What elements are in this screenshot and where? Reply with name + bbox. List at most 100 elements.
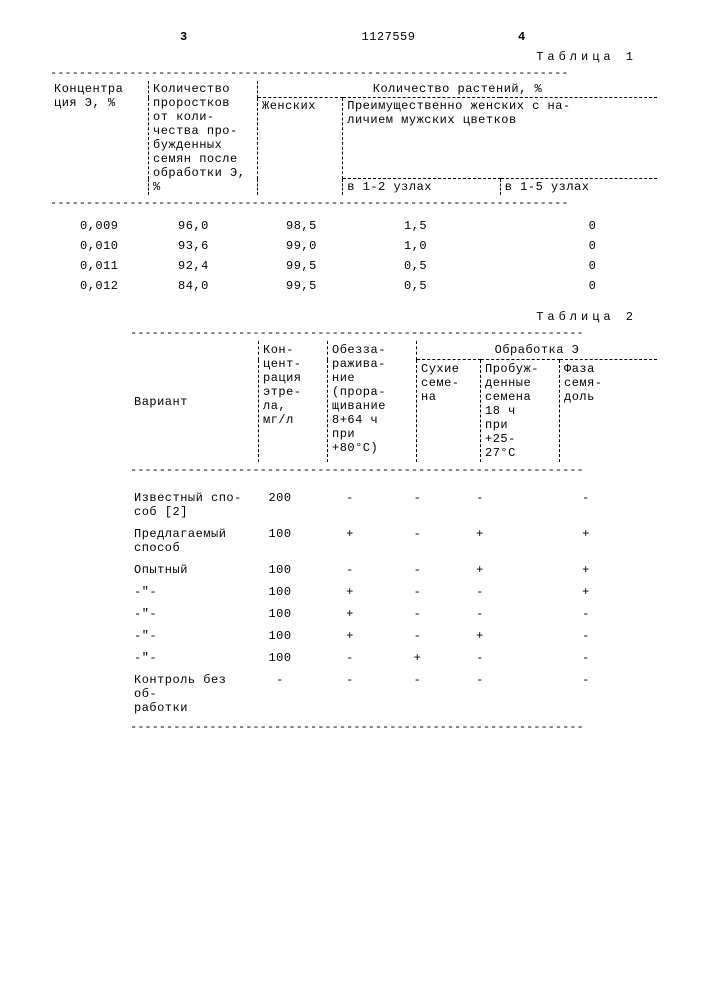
cell: Известный спо-соб [2] <box>130 487 250 523</box>
cell: 0,011 <box>50 256 174 276</box>
table2-header: Вариант Кон-цент-рацияэтре-ла,мг/л Обезз… <box>130 341 657 462</box>
cell: - <box>390 523 445 559</box>
cell: - <box>445 669 515 719</box>
table1-body: 0,009 96,0 98,5 1,5 0 0,010 93,6 99,0 1,… <box>50 216 657 296</box>
table-row: Предлагаемыйспособ 100 + - + + <box>130 523 657 559</box>
cell: 99,0 <box>282 236 400 256</box>
cell: - <box>250 669 310 719</box>
cell: Контроль без об-работки <box>130 669 250 719</box>
page-left-num: 3 <box>50 30 319 44</box>
t2-h-col6: Фазасемя-доль <box>560 360 658 463</box>
cell: - <box>310 559 390 581</box>
cell: - <box>445 647 515 669</box>
table-row: -"- 100 + - + - <box>130 625 657 647</box>
divider: ----------------------------------------… <box>50 66 657 80</box>
cell: 0 <box>528 216 657 236</box>
table-row: 0,011 92,4 99,5 0,5 0 <box>50 256 657 276</box>
cell: + <box>515 559 657 581</box>
table1-header: Концентрация Э, % Количествопроростковот… <box>50 81 657 195</box>
t1-h-col2: Количествопроростковот коли-чества про-б… <box>149 81 258 195</box>
t2-h-group: Обработка Э <box>417 341 658 360</box>
t2-h-col4: Сухиесеме-на <box>417 360 481 463</box>
cell: + <box>310 523 390 559</box>
cell: - <box>515 487 657 523</box>
cell: 100 <box>250 603 310 625</box>
cell: + <box>445 625 515 647</box>
t2-h-col3: Обезза-ражива-ние(прора-щивание8+64 чпри… <box>328 341 417 462</box>
cell: 0 <box>528 256 657 276</box>
cell: + <box>515 523 657 559</box>
page-right-num: 4 <box>458 30 657 44</box>
cell: -"- <box>130 603 250 625</box>
t2-h-col2: Кон-цент-рацияэтре-ла,мг/л <box>259 341 328 462</box>
cell: 0,5 <box>400 256 528 276</box>
cell: + <box>310 603 390 625</box>
cell: -"- <box>130 625 250 647</box>
cell: 100 <box>250 581 310 603</box>
cell: 1,0 <box>400 236 528 256</box>
cell: 0 <box>528 236 657 256</box>
cell: 100 <box>250 559 310 581</box>
divider: ----------------------------------------… <box>50 196 657 210</box>
t1-h-col1: Концентрация Э, % <box>50 81 149 195</box>
cell: 0,012 <box>50 276 174 296</box>
cell: -"- <box>130 581 250 603</box>
cell: - <box>310 647 390 669</box>
t2-h-col1: Вариант <box>130 341 259 462</box>
cell: - <box>390 559 445 581</box>
cell: 0 <box>528 276 657 296</box>
table1-title: Таблица 1 <box>50 50 637 64</box>
cell: - <box>445 603 515 625</box>
cell: - <box>515 625 657 647</box>
cell: 92,4 <box>174 256 282 276</box>
table-row: -"- 100 + - - - <box>130 603 657 625</box>
cell: - <box>390 669 445 719</box>
cell: - <box>310 669 390 719</box>
cell: - <box>515 669 657 719</box>
table-row: 0,009 96,0 98,5 1,5 0 <box>50 216 657 236</box>
cell: 96,0 <box>174 216 282 236</box>
cell: - <box>390 487 445 523</box>
cell: - <box>390 581 445 603</box>
cell: 84,0 <box>174 276 282 296</box>
cell: 0,010 <box>50 236 174 256</box>
cell: 200 <box>250 487 310 523</box>
cell: + <box>310 581 390 603</box>
cell: 100 <box>250 523 310 559</box>
cell: 0,5 <box>400 276 528 296</box>
cell: + <box>390 647 445 669</box>
cell: 100 <box>250 625 310 647</box>
divider: ----------------------------------------… <box>130 720 657 734</box>
table-row: Контроль без об-работки - - - - - <box>130 669 657 719</box>
page-header: 3 1127559 4 <box>50 30 657 44</box>
table2-body: Известный спо-соб [2] 200 - - - - Предла… <box>130 487 657 719</box>
cell: - <box>310 487 390 523</box>
table-row: -"- 100 + - - + <box>130 581 657 603</box>
cell: 93,6 <box>174 236 282 256</box>
divider: ----------------------------------------… <box>130 326 657 340</box>
cell: + <box>445 523 515 559</box>
cell: - <box>390 625 445 647</box>
table2-title: Таблица 2 <box>50 310 637 324</box>
table-row: Опытный 100 - - + + <box>130 559 657 581</box>
cell: 99,5 <box>282 256 400 276</box>
table-row: Известный спо-соб [2] 200 - - - - <box>130 487 657 523</box>
t1-h-col4: в 1-2 узлах <box>343 179 501 196</box>
t1-h-group: Количество растений, % <box>258 81 658 98</box>
cell: 98,5 <box>282 216 400 236</box>
t1-h-col3: Женских <box>258 98 343 196</box>
cell: - <box>515 647 657 669</box>
cell: - <box>515 603 657 625</box>
t1-h-col5: в 1-5 узлах <box>500 179 657 196</box>
divider: ----------------------------------------… <box>130 463 657 477</box>
cell: 0,009 <box>50 216 174 236</box>
t2-h-col5: Пробуж-денныесемена18 чпри+25-27°С <box>481 360 560 463</box>
cell: 1,5 <box>400 216 528 236</box>
t1-h-subgroup: Преимущественно женских с на-личием мужс… <box>343 98 657 179</box>
cell: Предлагаемыйспособ <box>130 523 250 559</box>
cell: -"- <box>130 647 250 669</box>
cell: - <box>390 603 445 625</box>
cell: 100 <box>250 647 310 669</box>
cell: 99,5 <box>282 276 400 296</box>
cell: + <box>445 559 515 581</box>
